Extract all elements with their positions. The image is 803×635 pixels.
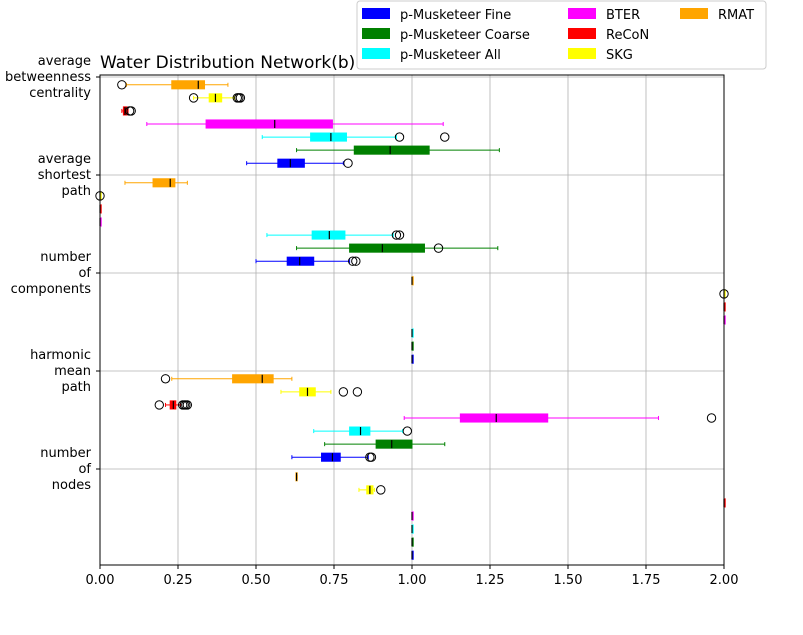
y-group-label: average shortest path bbox=[38, 152, 91, 199]
y-group-label-line: number bbox=[40, 250, 91, 265]
box-bter bbox=[459, 413, 549, 423]
outlier-point bbox=[351, 256, 361, 266]
legend-label: p-Musketeer All bbox=[400, 48, 501, 63]
y-group-label-line: average bbox=[38, 152, 91, 167]
y-group-label: average betweenness centrality bbox=[5, 54, 91, 101]
x-tick-label: 0.50 bbox=[242, 573, 271, 588]
x-tick-label: 2.00 bbox=[710, 573, 739, 588]
outlier-point bbox=[338, 387, 349, 397]
outlier-point bbox=[182, 400, 193, 410]
y-group-label-line: components bbox=[11, 282, 92, 297]
y-group-label-line: path bbox=[61, 380, 91, 395]
legend-swatch bbox=[362, 28, 390, 39]
y-group-label-line: of bbox=[78, 266, 91, 281]
legend-frame bbox=[356, 0, 767, 70]
legend-swatch bbox=[680, 8, 708, 19]
outlier-point bbox=[706, 413, 717, 423]
box-rmat bbox=[171, 80, 206, 90]
x-axis-ticks: 0.00 0.25 0.50 0.75 1.00 1.25 1.50 1.75 2.00 bbox=[86, 565, 739, 588]
legend: p-Musketeer Fine p-Musketeer Coarse p-Musk… bbox=[356, 0, 767, 70]
outlier-point bbox=[433, 243, 444, 253]
outlier-point bbox=[440, 132, 450, 142]
y-group-label: number of nodes bbox=[40, 446, 91, 493]
legend-label: p-Musketeer Fine bbox=[400, 8, 511, 23]
outlier-point bbox=[394, 230, 405, 240]
box-p-musketeer-coarse bbox=[349, 243, 425, 253]
y-group-label-line: average bbox=[38, 54, 91, 69]
outlier-point bbox=[376, 485, 386, 495]
y-group-label-line: number bbox=[40, 446, 91, 461]
legend-label: RMAT bbox=[718, 8, 754, 23]
legend-label: BTER bbox=[606, 8, 640, 23]
x-tick-label: 1.75 bbox=[632, 573, 661, 588]
y-group-label-line: betweenness bbox=[5, 70, 91, 85]
box-rmat bbox=[152, 178, 176, 188]
y-group-label-line: path bbox=[61, 184, 91, 199]
outlier-point bbox=[235, 93, 246, 103]
y-group-label-line: of bbox=[78, 462, 91, 477]
outlier-point bbox=[391, 230, 402, 240]
y-group-label: number of components bbox=[11, 250, 92, 297]
legend-label: p-Musketeer Coarse bbox=[400, 28, 530, 43]
y-group-label-line: shortest bbox=[38, 168, 91, 183]
box-p-musketeer-coarse bbox=[375, 439, 413, 449]
x-tick-label: 1.00 bbox=[398, 573, 427, 588]
outlier-point bbox=[154, 400, 164, 410]
y-group-label-line: nodes bbox=[52, 478, 91, 493]
legend-swatch bbox=[568, 48, 596, 59]
legend-swatch bbox=[568, 28, 596, 39]
box-p-musketeer-all bbox=[310, 132, 347, 142]
outlier-point bbox=[348, 256, 358, 266]
legend-swatch bbox=[568, 8, 596, 19]
grid-lines bbox=[99, 75, 725, 565]
x-tick-label: 1.25 bbox=[476, 573, 505, 588]
box-p-musketeer-all bbox=[349, 426, 371, 436]
y-group-label-line: harmonic bbox=[30, 348, 91, 363]
y-group-label: harmonic mean path bbox=[30, 348, 91, 395]
x-tick-label: 1.50 bbox=[554, 573, 583, 588]
outlier-point bbox=[160, 374, 171, 384]
box-p-musketeer-coarse bbox=[353, 145, 430, 155]
outlier-point bbox=[394, 132, 405, 142]
box-p-musketeer-fine bbox=[321, 452, 341, 462]
box-bter bbox=[205, 119, 333, 129]
x-tick-label: 0.00 bbox=[86, 573, 115, 588]
outlier-point bbox=[126, 106, 136, 116]
box-rmat bbox=[232, 374, 274, 384]
box-p-musketeer-all bbox=[311, 230, 346, 240]
box-p-musketeer-fine bbox=[286, 256, 315, 266]
legend-label: SKG bbox=[606, 48, 633, 63]
y-group-label-line: mean bbox=[54, 364, 91, 379]
legend-label: ReCoN bbox=[606, 28, 649, 43]
outlier-point bbox=[188, 93, 199, 103]
box-p-musketeer-fine bbox=[277, 158, 305, 168]
outlier-point bbox=[366, 452, 377, 462]
x-tick-label: 0.75 bbox=[320, 573, 349, 588]
outlier-point bbox=[343, 158, 353, 168]
legend-swatch bbox=[362, 8, 390, 19]
chart-title: Water Distribution Network(b) bbox=[100, 53, 355, 73]
legend-swatch bbox=[362, 48, 390, 59]
x-tick-label: 0.25 bbox=[164, 573, 193, 588]
y-group-label-line: centrality bbox=[29, 86, 91, 101]
outlier-point bbox=[352, 387, 363, 397]
outlier-point bbox=[402, 426, 413, 436]
outlier-point bbox=[117, 80, 127, 90]
